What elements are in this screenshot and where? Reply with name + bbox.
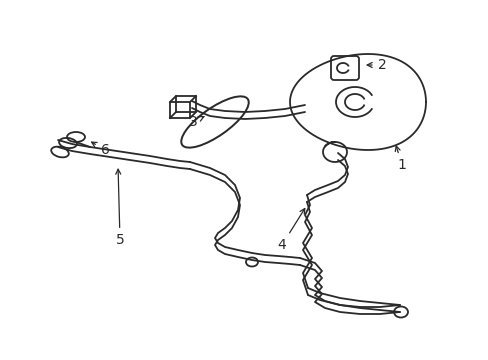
Text: 4: 4 [277,208,304,252]
Text: 1: 1 [394,146,406,172]
Text: 6: 6 [91,142,109,157]
Text: 2: 2 [366,58,386,72]
Text: 3: 3 [188,115,203,129]
Text: 5: 5 [115,169,124,247]
